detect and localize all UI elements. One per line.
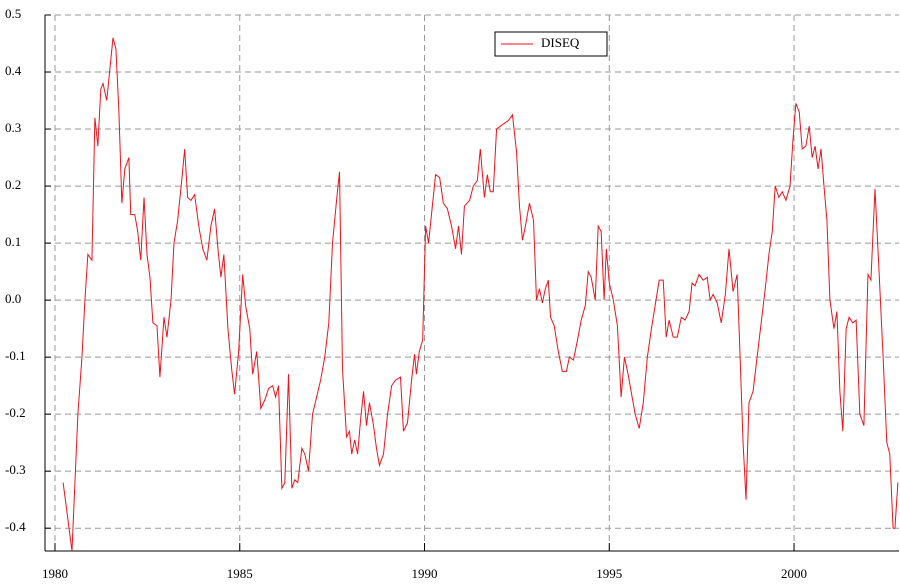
y-tick-label: 0.2 [5,177,21,192]
y-tick-label: -0.1 [5,348,26,363]
x-tick-label: 1990 [412,566,438,581]
y-tick-label: 0.0 [5,291,21,306]
legend-label: DISEQ [541,35,580,50]
y-tick-label: 0.1 [5,234,21,249]
y-tick-label: -0.2 [5,405,26,420]
data-line [62,37,899,552]
y-tick-label: 0.4 [5,63,22,78]
y-tick-label: 0.3 [5,120,21,135]
x-tick-label: 1985 [227,566,253,581]
y-tick-label: -0.3 [5,462,26,477]
x-tick-label: 1980 [42,566,68,581]
x-tick-label: 1995 [596,566,622,581]
y-tick-label: 0.5 [5,6,21,21]
y-tick-label: -0.4 [5,519,26,534]
x-tick-label: 2000 [781,566,807,581]
